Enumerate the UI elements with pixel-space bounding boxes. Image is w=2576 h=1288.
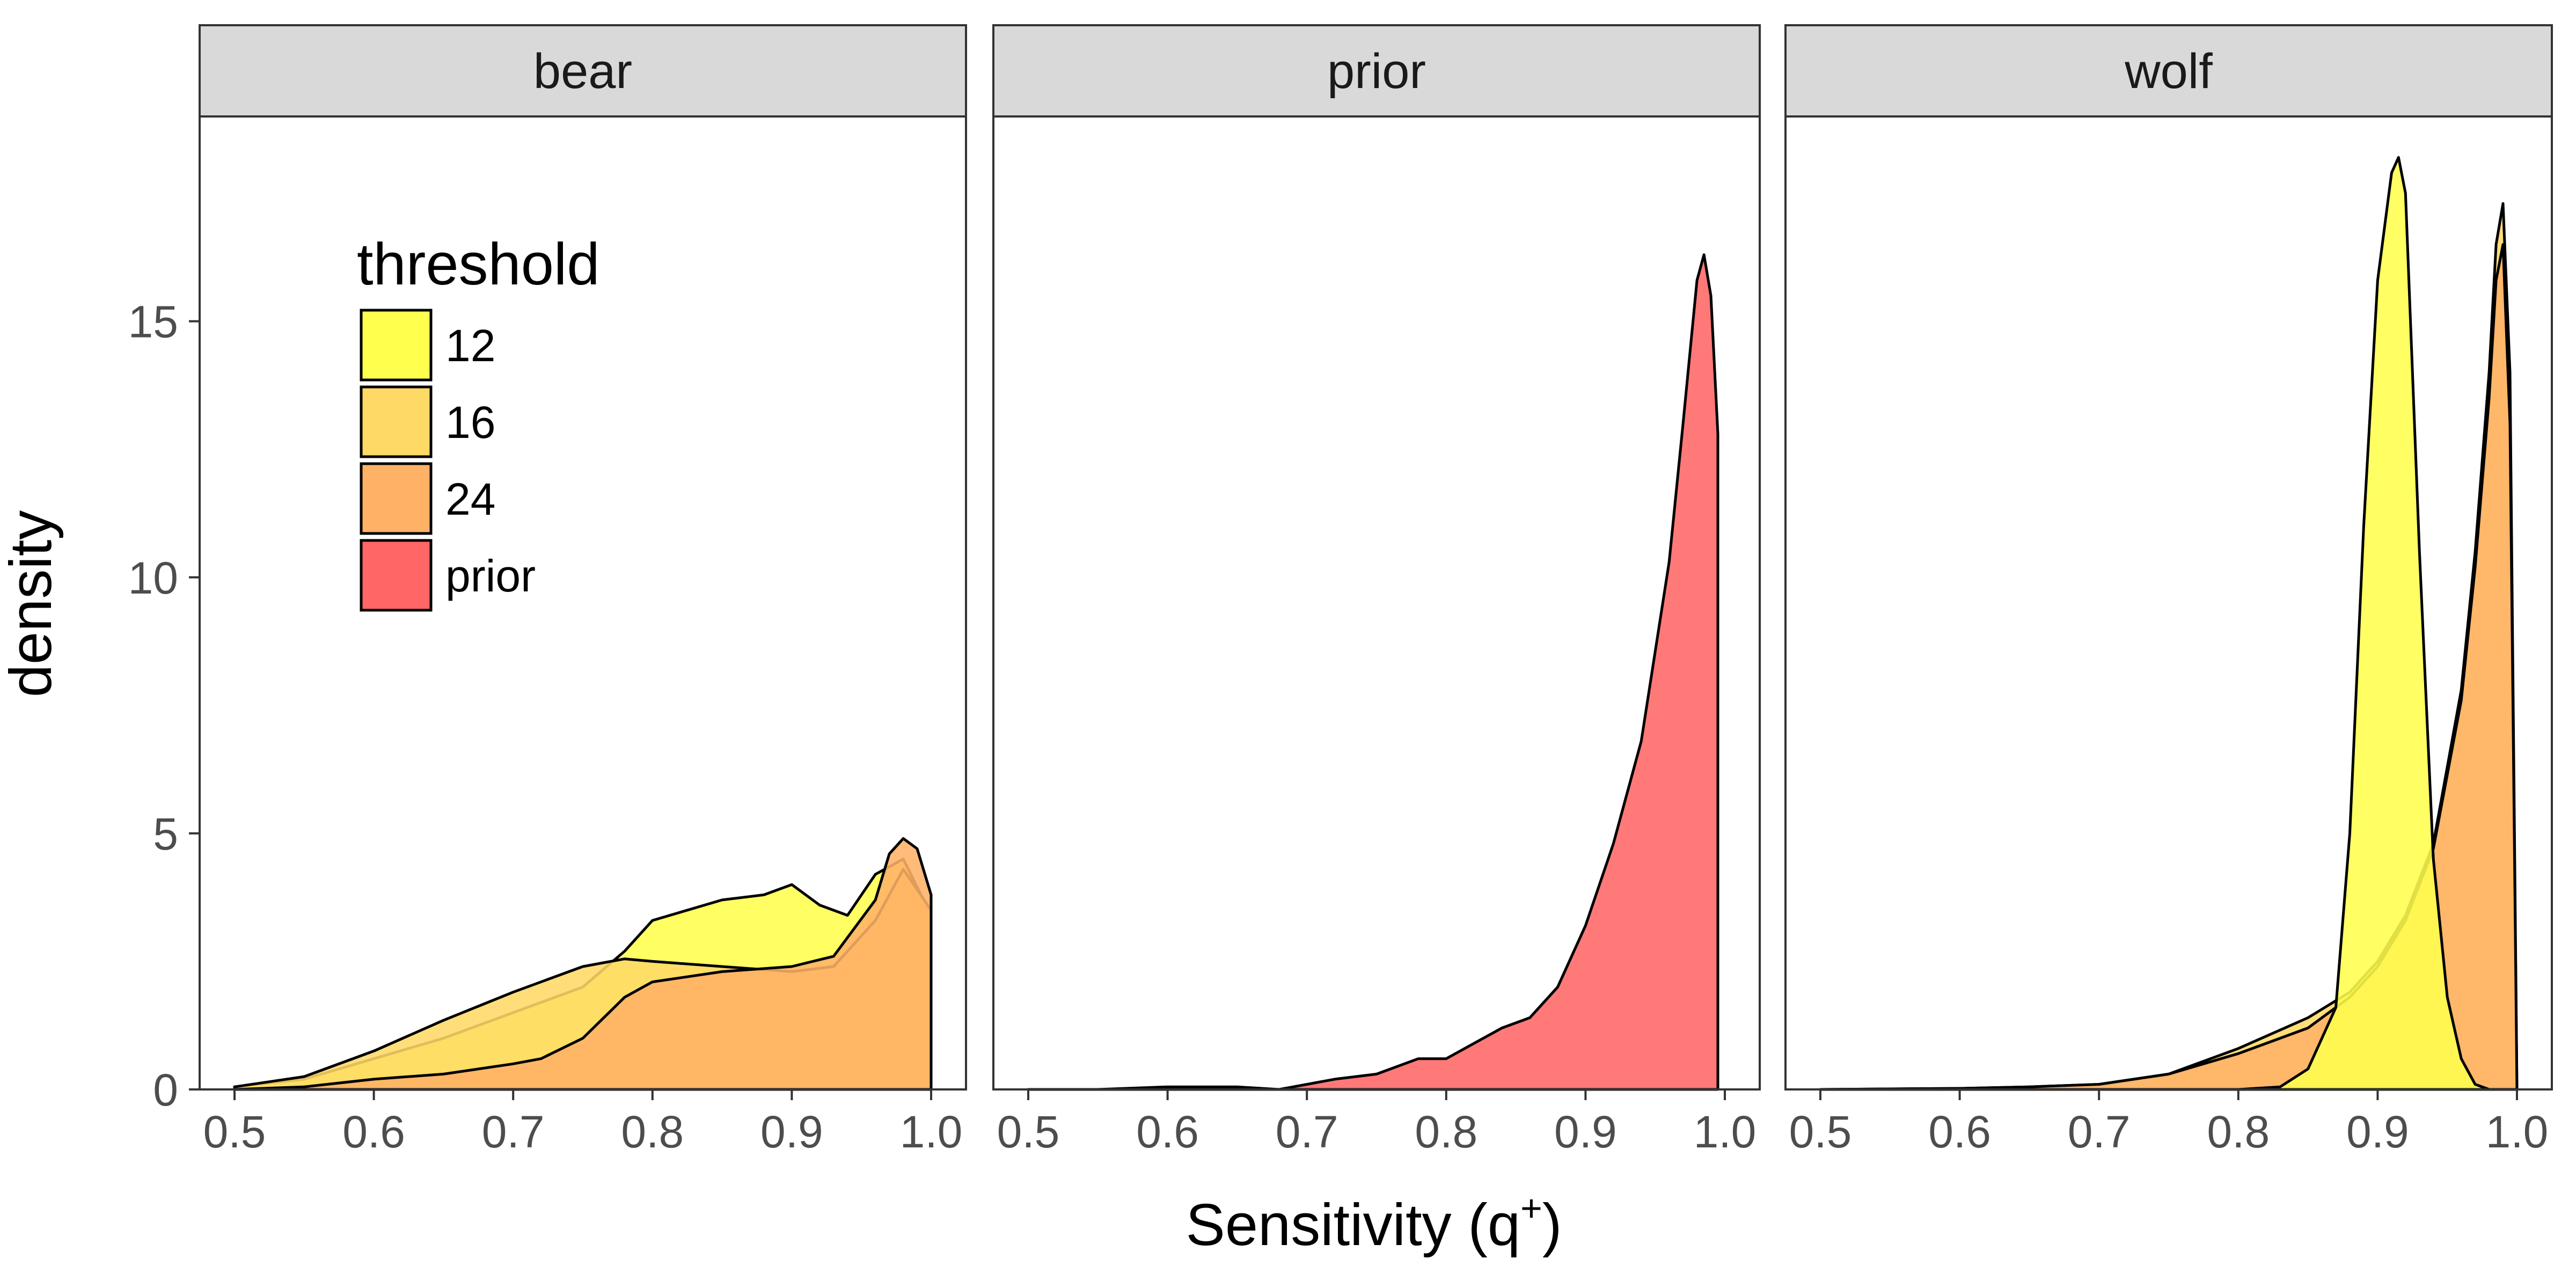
x-tick-label: 0.6	[1928, 1107, 1991, 1157]
strip-label-bear: bear	[533, 44, 632, 99]
legend-label-12: 12	[445, 320, 495, 371]
density-bear-24	[233, 837, 933, 1091]
x-axis-title-close: )	[1542, 1192, 1562, 1258]
strip-wolf	[1784, 24, 2553, 118]
legend-label-16: 16	[445, 397, 495, 448]
y-tick-label: 5	[153, 809, 178, 859]
x-tick-label: 0.7	[2068, 1107, 2131, 1157]
panel-prior: prior 0.5 0.6 0.7 0.8 0.9 1.0	[992, 24, 1761, 1157]
x-tick-label: 0.8	[621, 1107, 684, 1157]
x-tick-label: 0.8	[1415, 1107, 1477, 1157]
legend-key-12	[360, 309, 433, 382]
legend-key-prior	[360, 539, 433, 612]
legend-label-24: 24	[445, 474, 495, 524]
panel-wolf: wolf 0.5 0.6 0.7 0.8 0.9 1.0	[1784, 24, 2553, 1157]
legend-key-16	[360, 385, 433, 458]
legend-title: threshold	[357, 231, 600, 297]
x-axis-title: Sensitivity (q+)	[1185, 1187, 1562, 1258]
panel-border-bear	[199, 115, 967, 1091]
x-tick-label: 0.7	[482, 1107, 545, 1157]
panel-border-prior	[992, 115, 1761, 1091]
strip-bear	[199, 24, 967, 118]
density-wolf-12	[2237, 156, 2491, 1091]
x-tick-label: 1.0	[1694, 1107, 1757, 1157]
legend-label-prior: prior	[445, 551, 536, 601]
y-tick-label: 0	[153, 1065, 178, 1115]
y-tick-label: 15	[128, 297, 178, 347]
x-tick-label: 0.9	[1554, 1107, 1617, 1157]
x-tick-label: 0.5	[203, 1107, 266, 1157]
x-tick-label: 1.0	[2486, 1107, 2549, 1157]
x-tick-label: 0.9	[760, 1107, 823, 1157]
panels: bear 0.5 0.6 0.7 0.8 0.9 1.0 0 5 10 15 prior 0.5 0.6 0…	[128, 24, 2553, 1157]
panel-border-wolf	[1784, 115, 2553, 1091]
y-tick-label: 10	[128, 553, 178, 603]
panel-bear: bear 0.5 0.6 0.7 0.8 0.9 1.0 0 5 10 15	[128, 24, 967, 1157]
strip-label-wolf: wolf	[2124, 44, 2213, 99]
x-tick-label: 0.6	[342, 1107, 405, 1157]
legend: threshold 12 16 24 prior	[357, 231, 600, 612]
x-tick-label: 1.0	[900, 1107, 963, 1157]
x-axis-title-superscript: +	[1520, 1187, 1542, 1229]
legend-key-24	[360, 462, 433, 535]
x-axis-title-main: Sensitivity (q	[1185, 1192, 1520, 1258]
x-tick-label: 0.5	[997, 1107, 1060, 1157]
strip-prior	[992, 24, 1761, 118]
x-tick-label: 0.8	[2207, 1107, 2270, 1157]
x-tick-label: 0.9	[2346, 1107, 2409, 1157]
x-tick-label: 0.7	[1276, 1107, 1338, 1157]
strip-label-prior: prior	[1327, 44, 1426, 99]
y-axis-title: density	[0, 510, 64, 698]
x-tick-label: 0.6	[1136, 1107, 1199, 1157]
x-tick-label: 0.5	[1789, 1107, 1852, 1157]
